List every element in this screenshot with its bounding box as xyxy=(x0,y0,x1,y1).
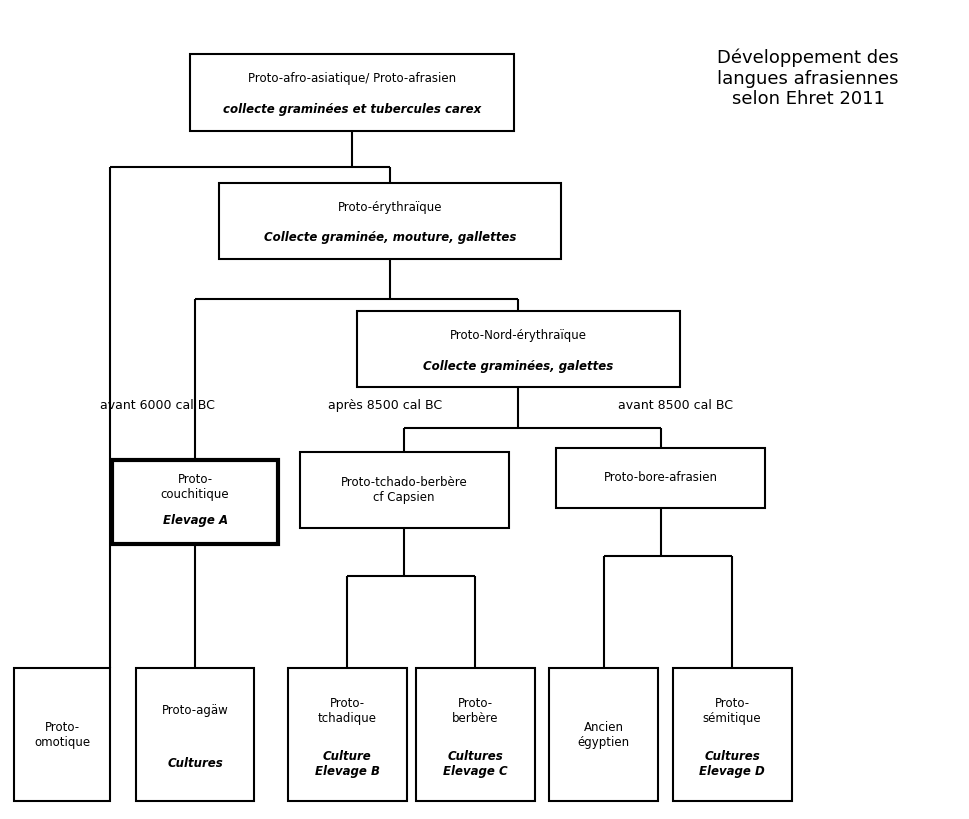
Text: collecte graminées et tubercules carex: collecte graminées et tubercules carex xyxy=(223,102,481,115)
Text: avant 8500 cal BC: avant 8500 cal BC xyxy=(617,399,732,412)
Text: Ancien
égyptien: Ancien égyptien xyxy=(578,721,629,749)
Text: Proto-
berbère: Proto- berbère xyxy=(452,697,498,725)
Text: Collecte graminée, mouture, gallettes: Collecte graminée, mouture, gallettes xyxy=(264,231,516,244)
FancyBboxPatch shape xyxy=(556,448,765,508)
FancyBboxPatch shape xyxy=(299,451,508,528)
FancyBboxPatch shape xyxy=(357,311,679,387)
FancyBboxPatch shape xyxy=(288,668,406,801)
Text: après 8500 cal BC: après 8500 cal BC xyxy=(328,399,442,412)
Text: Proto-tchado-berbère
cf Capsien: Proto-tchado-berbère cf Capsien xyxy=(340,476,467,504)
Text: Proto-
couchitique: Proto- couchitique xyxy=(161,473,229,500)
FancyBboxPatch shape xyxy=(672,668,791,801)
FancyBboxPatch shape xyxy=(15,668,109,801)
Text: Collecte graminées, galettes: Collecte graminées, galettes xyxy=(422,360,612,373)
FancyBboxPatch shape xyxy=(111,459,278,544)
Text: Proto-
tchadique: Proto- tchadique xyxy=(317,697,376,725)
Text: Proto-érythraïque: Proto-érythraïque xyxy=(337,201,442,214)
Text: Proto-Nord-érythraïque: Proto-Nord-érythraïque xyxy=(450,329,586,342)
FancyBboxPatch shape xyxy=(136,668,254,801)
Text: Elevage A: Elevage A xyxy=(163,514,228,527)
FancyBboxPatch shape xyxy=(190,54,513,130)
Text: Culture
Elevage B: Culture Elevage B xyxy=(314,749,379,778)
Text: Développement des
langues afrasiennes
selon Ehret 2011: Développement des langues afrasiennes se… xyxy=(717,48,898,108)
Text: Proto-
sémitique: Proto- sémitique xyxy=(703,697,761,725)
FancyBboxPatch shape xyxy=(548,668,658,801)
FancyBboxPatch shape xyxy=(219,183,560,259)
Text: Proto-bore-afrasien: Proto-bore-afrasien xyxy=(604,471,717,484)
Text: Cultures
Elevage C: Cultures Elevage C xyxy=(443,749,508,778)
Text: Proto-
omotique: Proto- omotique xyxy=(34,721,90,749)
Text: Cultures: Cultures xyxy=(167,758,223,770)
Text: avant 6000 cal BC: avant 6000 cal BC xyxy=(100,399,214,412)
Text: Cultures
Elevage D: Cultures Elevage D xyxy=(699,749,765,778)
FancyBboxPatch shape xyxy=(416,668,534,801)
Text: Proto-agäw: Proto-agäw xyxy=(162,704,229,717)
Text: Proto-afro-asiatique/ Proto-afrasien: Proto-afro-asiatique/ Proto-afrasien xyxy=(248,72,455,85)
